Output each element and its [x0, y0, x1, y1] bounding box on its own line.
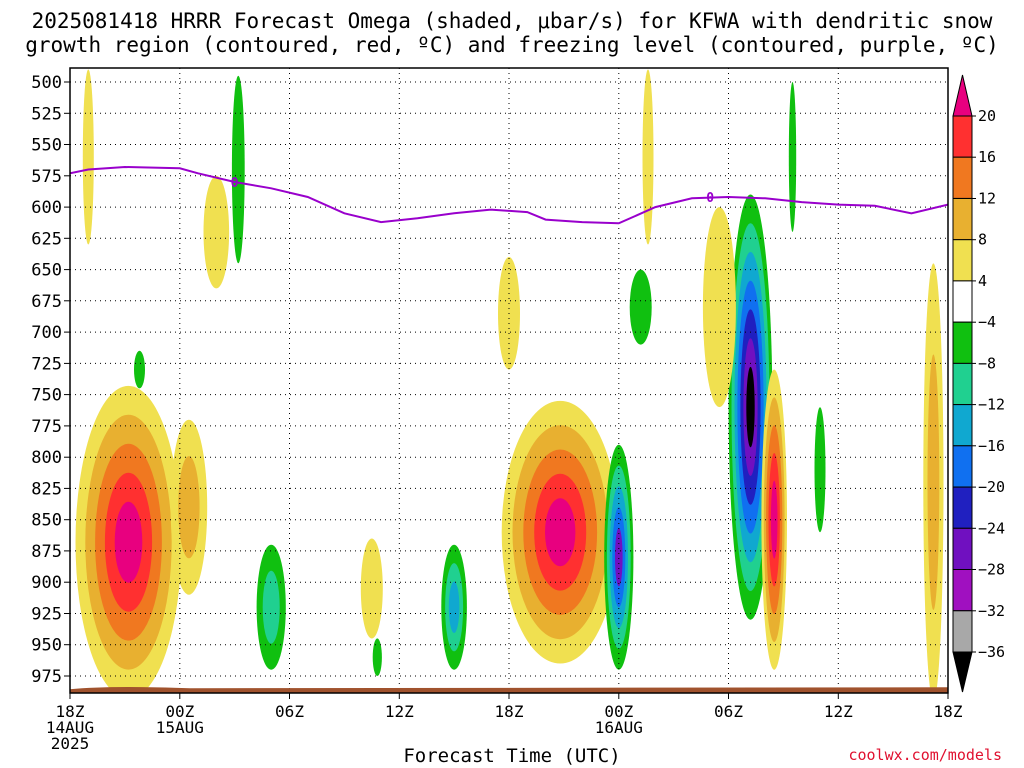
- x-tick-label-6-0: 06Z: [714, 702, 743, 721]
- omega-region-15-level-1: [927, 354, 940, 610]
- colorbar-label-4: 4: [978, 272, 987, 290]
- colorbar-segment-11: [952, 569, 973, 612]
- x-tick-label-1-0: 00Z: [165, 702, 194, 721]
- y-tick-label-925: 925: [31, 605, 62, 625]
- omega-region-17-level-1: [178, 456, 200, 559]
- omega-shading: [75, 69, 944, 693]
- colorbar-segment-1: [952, 156, 973, 199]
- omega-region-8-level-0: [231, 75, 245, 264]
- omega-region-9-level-0: [203, 175, 230, 289]
- omega-region-3-level-4: [770, 480, 778, 559]
- colorbar-segment-10: [952, 527, 973, 570]
- omega-region-14-level-0: [788, 82, 797, 232]
- colorbar-segment-6: [952, 362, 973, 406]
- freezing-level-line: [70, 165, 948, 225]
- credit-text: coolwx.com/models: [848, 746, 1002, 764]
- omega-region-16-level-0: [814, 407, 826, 533]
- omega-region-1-level-4: [545, 498, 576, 567]
- colorbar-segment-3: [952, 239, 973, 282]
- x-tick-label-2-0: 06Z: [275, 702, 304, 721]
- y-tick-label-625: 625: [31, 229, 62, 249]
- y-tick-label-750: 750: [31, 386, 62, 406]
- omega-region-0-level-4: [114, 501, 143, 583]
- x-tick-label-7-0: 12Z: [824, 702, 853, 721]
- colorbar-segment-4: [952, 280, 973, 323]
- x-tick-label-4-0: 18Z: [495, 702, 524, 721]
- x-tick-label-1-1: 15AUG: [156, 718, 204, 737]
- x-tick-label-3-0: 12Z: [385, 702, 414, 721]
- y-tick-label-975: 975: [31, 667, 62, 687]
- y-tick-label-700: 700: [31, 323, 62, 343]
- omega-region-20-level-0: [372, 638, 382, 676]
- terrain-fill: [70, 686, 948, 693]
- colorbar-top-arrow: [952, 74, 973, 117]
- colorbar-label-8: −16: [978, 437, 1005, 455]
- x-tick-label-0-1: 14AUG: [46, 718, 94, 737]
- y-tick-label-550: 550: [31, 136, 62, 156]
- chart-title-line1: 2025081418 HRRR Forecast Omega (shaded, …: [31, 9, 993, 33]
- y-tick-label-725: 725: [31, 354, 62, 374]
- freezing-level-label-1: 0: [706, 191, 714, 206]
- colorbar-label-6: −8: [978, 354, 996, 372]
- colorbar-label-12: −32: [978, 602, 1005, 620]
- x-tick-label-5-0: 00Z: [604, 702, 633, 721]
- colorbar-label-9: −20: [978, 478, 1005, 496]
- colorbar-segment-7: [952, 404, 973, 447]
- x-tick-label-8-0: 18Z: [934, 702, 963, 721]
- colorbar-segment-8: [952, 445, 973, 488]
- y-tick-label-575: 575: [31, 167, 62, 187]
- y-tick-label-850: 850: [31, 511, 62, 531]
- terrain-band: [70, 686, 948, 693]
- y-tick-label-525: 525: [31, 104, 62, 124]
- y-tick-label-500: 500: [31, 73, 62, 93]
- colorbar-label-1: 16: [978, 148, 996, 166]
- y-tick-label-775: 775: [31, 417, 62, 437]
- x-tick-label-5-1: 16AUG: [595, 718, 643, 737]
- omega-region-19-level-0: [360, 538, 383, 639]
- y-tick-label-825: 825: [31, 479, 62, 499]
- y-tick-label-600: 600: [31, 198, 62, 218]
- y-tick-label-950: 950: [31, 636, 62, 656]
- x-tick-label-0-0: 18Z: [56, 702, 85, 721]
- omega-region-7-level-0: [82, 69, 94, 245]
- colorbar-segment-12: [952, 610, 973, 653]
- omega-region-13-level-0: [702, 207, 736, 408]
- colorbar-segment-9: [952, 486, 973, 529]
- colorbar-segment-5: [952, 321, 973, 364]
- omega-region-11-level-0: [642, 69, 654, 245]
- colorbar-segment-0: [952, 115, 973, 158]
- colorbar-label-5: −4: [978, 313, 996, 331]
- omega-region-12-level-0: [629, 269, 652, 345]
- colorbar-bottom-arrow: [952, 651, 973, 693]
- colorbar-label-11: −28: [978, 561, 1005, 579]
- x-tick-label-0-2: 2025: [51, 734, 90, 753]
- colorbar-label-13: −36: [978, 643, 1005, 661]
- y-tick-label-675: 675: [31, 292, 62, 312]
- omega-region-4-level-4: [615, 528, 623, 587]
- omega-region-18-level-0: [134, 350, 145, 389]
- omega-region-6-level-1: [262, 570, 280, 644]
- y-tick-label-900: 900: [31, 573, 62, 593]
- colorbar-label-0: 20: [978, 107, 996, 125]
- y-tick-label-875: 875: [31, 542, 62, 562]
- omega-region-2-level-6: [746, 366, 755, 448]
- x-axis-title: Forecast Time (UTC): [403, 745, 621, 767]
- y-tick-label-800: 800: [31, 448, 62, 468]
- y-axis-ticks: 500 525 550 575 600 625 650 675 700 725 750 775 800 8…: [31, 73, 70, 687]
- freezing-level-contour: 00: [70, 165, 948, 225]
- chart-title-line2: growth region (contoured, red, ºC) and f…: [25, 33, 999, 57]
- freezing-level-label-0: 0: [231, 176, 239, 191]
- colorbar-segment-2: [952, 198, 973, 241]
- plot-area: [70, 68, 948, 693]
- colorbar-label-3: 8: [978, 231, 987, 249]
- colorbar: 20 16 12 8 4 −4 −8 −12 −16 −20 −24 −28 −32 −36: [952, 74, 1005, 693]
- y-tick-label-650: 650: [31, 261, 62, 281]
- colorbar-label-2: 12: [978, 190, 996, 208]
- omega-region-5-level-2: [448, 581, 460, 633]
- colorbar-label-10: −24: [978, 519, 1005, 537]
- colorbar-label-7: −12: [978, 396, 1005, 414]
